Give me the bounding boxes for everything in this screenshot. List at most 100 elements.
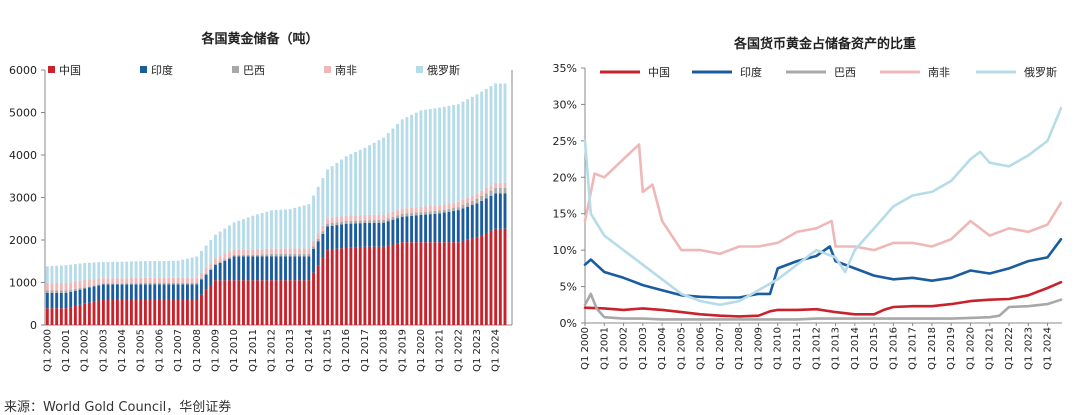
bar-segment bbox=[307, 280, 311, 325]
bar-segment bbox=[260, 249, 264, 255]
bar-segment bbox=[185, 258, 189, 278]
bar-segment bbox=[480, 195, 484, 201]
bar-segment bbox=[125, 261, 129, 279]
bar-segment bbox=[171, 284, 175, 300]
x-tick-label: Q1 2018 bbox=[379, 329, 390, 372]
bar-segment bbox=[349, 154, 353, 216]
bar-segment bbox=[50, 308, 54, 325]
bar-segment bbox=[498, 83, 502, 183]
gold-share-line-chart: 0% 5% 10% 15% 20% 25% 30% 35% Q1 2000 Q1 2001 Q1 2… bbox=[553, 62, 1063, 370]
x-tick-label: Q1 2010 bbox=[229, 329, 240, 372]
bar-segment bbox=[386, 133, 390, 214]
legend-swatch bbox=[140, 66, 147, 73]
bar-segment bbox=[134, 283, 138, 285]
bar-segment bbox=[452, 207, 456, 211]
bar-segment bbox=[475, 94, 479, 194]
bar-segment bbox=[288, 209, 292, 249]
bar-segment bbox=[456, 104, 460, 202]
bar-segment bbox=[316, 265, 320, 325]
bar-segment bbox=[438, 210, 442, 214]
x-tick-label: Q1 2001 bbox=[61, 329, 72, 372]
bar-segment bbox=[167, 277, 171, 284]
x-tick-label: Q1 2021 bbox=[985, 327, 996, 370]
bar-segment bbox=[256, 214, 259, 250]
bar-segment bbox=[87, 286, 91, 288]
bar-segment bbox=[386, 213, 390, 219]
bar-segment bbox=[466, 99, 470, 198]
bar-segment bbox=[209, 263, 213, 269]
bar-segment bbox=[307, 248, 311, 254]
bar-segment bbox=[162, 261, 166, 278]
bar-segment bbox=[209, 240, 213, 264]
bar-segment bbox=[260, 254, 264, 257]
bar-segment bbox=[134, 299, 138, 325]
bar-segment bbox=[228, 251, 231, 258]
bar-segment bbox=[405, 242, 409, 325]
bar-segment bbox=[405, 213, 409, 217]
bar-segment bbox=[480, 91, 484, 191]
legend-swatch bbox=[416, 66, 423, 73]
x-tick-label: Q1 2004 bbox=[117, 329, 128, 372]
bar-segment bbox=[265, 280, 269, 325]
bar-segment bbox=[414, 212, 418, 216]
x-tick-label: Q1 2011 bbox=[792, 327, 803, 370]
bar-segment bbox=[358, 215, 362, 221]
bar-segment bbox=[466, 202, 470, 207]
bar-segment bbox=[125, 278, 129, 284]
bar-segment bbox=[414, 112, 418, 208]
bar-segment bbox=[344, 221, 348, 224]
bar-segment bbox=[456, 207, 460, 211]
bar-segment bbox=[228, 258, 231, 281]
bar-segment bbox=[288, 256, 292, 281]
bar-segment bbox=[316, 233, 320, 239]
bar-segment bbox=[461, 205, 465, 209]
bar-segment bbox=[349, 220, 353, 224]
bar-segment bbox=[218, 261, 222, 263]
bar-segment bbox=[115, 284, 119, 300]
bar-segment bbox=[69, 264, 73, 283]
bar-segment bbox=[92, 285, 96, 287]
bar-segment bbox=[358, 220, 362, 224]
bar-segment bbox=[195, 277, 199, 284]
bar-segment bbox=[228, 257, 231, 259]
bar-segment bbox=[368, 145, 372, 215]
bar-segment bbox=[143, 299, 147, 325]
bar-segment bbox=[64, 292, 68, 309]
bar-segment bbox=[456, 201, 460, 208]
bar-segment bbox=[386, 245, 390, 325]
y-tick-label: 2000 bbox=[9, 234, 37, 247]
bar-segment bbox=[284, 256, 287, 281]
bar-segment bbox=[461, 208, 465, 241]
bar-segment bbox=[204, 268, 208, 274]
bar-segment bbox=[410, 215, 414, 243]
bar-segment bbox=[298, 256, 301, 281]
bar-segment bbox=[377, 140, 381, 215]
bar-segment bbox=[214, 258, 217, 264]
bar-segment bbox=[363, 223, 367, 247]
bar-segment bbox=[251, 215, 255, 250]
bar-segment bbox=[106, 278, 110, 284]
bar-segment bbox=[78, 288, 82, 290]
bar-segment bbox=[349, 247, 353, 325]
legend-swatch bbox=[324, 66, 331, 73]
bar-segment bbox=[106, 284, 110, 300]
y-tick-label: 4000 bbox=[9, 149, 37, 162]
bar-segment bbox=[139, 261, 143, 278]
bar-segment bbox=[349, 223, 353, 248]
bar-segment bbox=[312, 248, 315, 273]
x-tick-label: Q1 2004 bbox=[657, 327, 668, 370]
bar-segment bbox=[69, 282, 73, 290]
bar-segment bbox=[199, 278, 203, 280]
bar-segment bbox=[489, 195, 493, 231]
bar-segment bbox=[185, 284, 189, 300]
bar-segment bbox=[69, 291, 73, 308]
bar-segment bbox=[419, 206, 423, 213]
bar-segment bbox=[391, 216, 395, 220]
bar-segment bbox=[181, 284, 185, 300]
bar-segment bbox=[106, 261, 110, 279]
bar-segment bbox=[232, 280, 236, 325]
bar-segment bbox=[69, 307, 73, 325]
bar-segment bbox=[428, 108, 432, 206]
bar-segment bbox=[466, 197, 470, 203]
bar-segment bbox=[340, 221, 343, 225]
